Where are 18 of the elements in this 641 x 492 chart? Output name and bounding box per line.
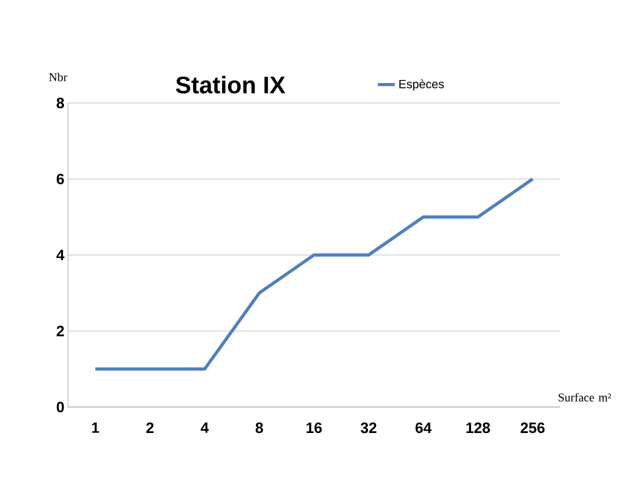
x-tick-label: 2 xyxy=(146,422,154,433)
x-tick-label: 16 xyxy=(306,422,322,434)
y-axis-title: Nbr xyxy=(49,72,68,82)
x-tick-label: 256 xyxy=(520,422,545,434)
legend-label: Espèces xyxy=(399,79,444,91)
y-tick-label: 4 xyxy=(56,250,64,260)
y-tick-label: 6 xyxy=(56,174,64,184)
x-axis-title: Surface m² xyxy=(558,392,612,402)
x-tick-label: 1 xyxy=(92,422,100,433)
x-tick-label: 8 xyxy=(256,422,264,434)
x-tick-label: 4 xyxy=(200,422,209,433)
y-tick-label: 2 xyxy=(56,326,64,336)
x-tick-label: 128 xyxy=(466,422,490,434)
chart-title: Station IX xyxy=(176,76,286,94)
y-tick-label: 0 xyxy=(56,402,64,412)
y-tick-label: 8 xyxy=(56,98,64,108)
x-tick-label: 64 xyxy=(416,422,432,434)
x-tick-label: 32 xyxy=(360,422,376,434)
